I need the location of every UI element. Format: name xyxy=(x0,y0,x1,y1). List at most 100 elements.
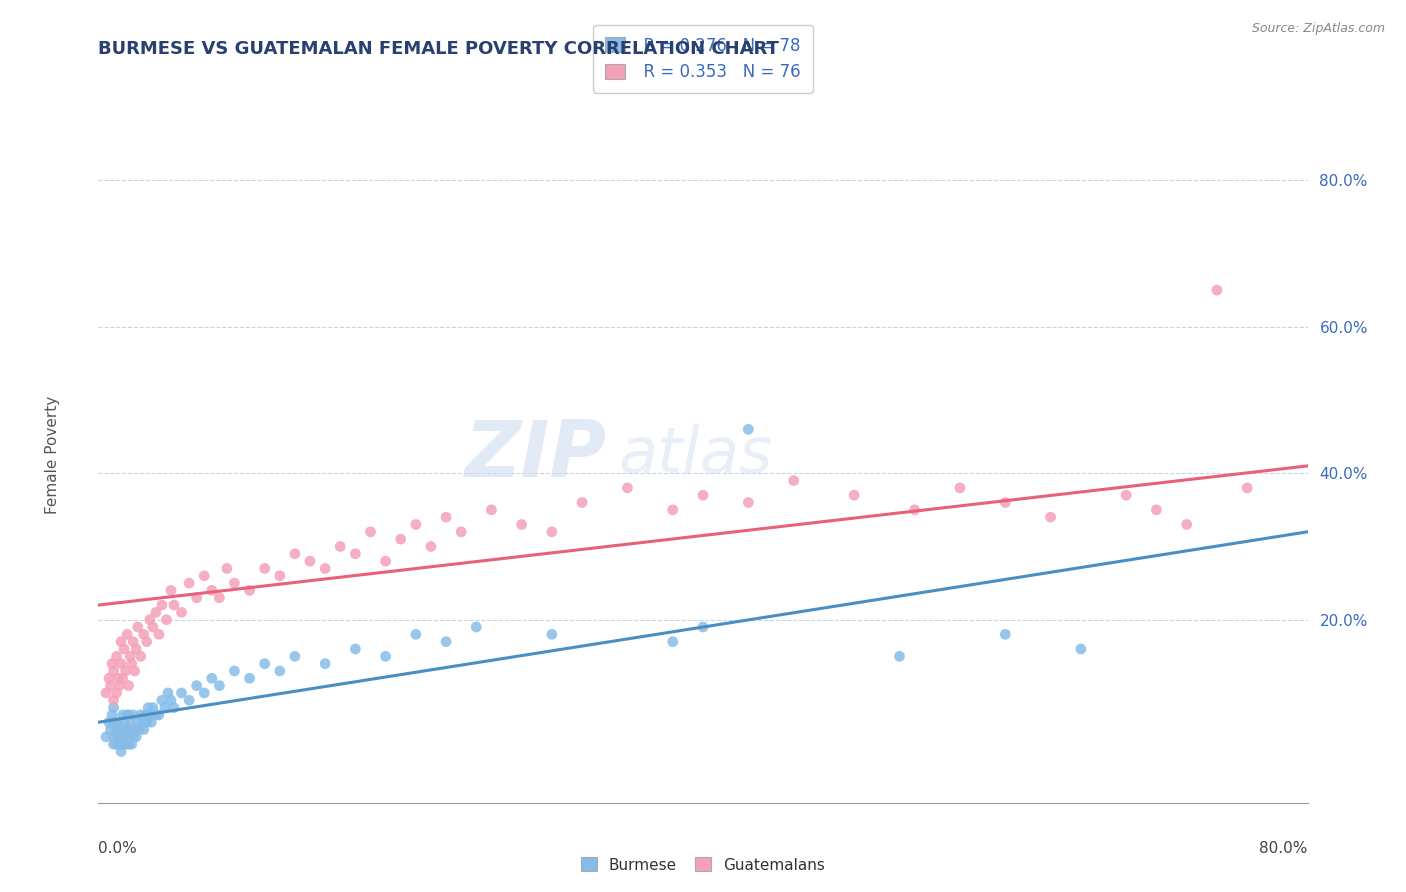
Point xyxy=(114,737,136,751)
Point xyxy=(127,620,149,634)
Point xyxy=(193,686,215,700)
Point xyxy=(1236,481,1258,495)
Point xyxy=(107,715,129,730)
Point xyxy=(118,707,141,722)
Point xyxy=(105,649,128,664)
Point xyxy=(114,664,136,678)
Text: 80.0%: 80.0% xyxy=(1260,841,1308,856)
Point xyxy=(134,707,156,722)
Point xyxy=(98,671,121,685)
Point xyxy=(148,707,170,722)
Point xyxy=(128,723,150,737)
Point xyxy=(141,715,163,730)
Point xyxy=(737,422,759,436)
Point xyxy=(145,707,167,722)
Point xyxy=(540,524,562,539)
Point xyxy=(155,613,177,627)
Point xyxy=(239,671,262,685)
Point xyxy=(153,700,176,714)
Point xyxy=(120,715,142,730)
Point xyxy=(100,723,122,737)
Point xyxy=(108,737,131,751)
Point xyxy=(115,730,138,744)
Point xyxy=(120,649,142,664)
Point xyxy=(107,730,129,744)
Point xyxy=(662,503,685,517)
Point xyxy=(142,700,165,714)
Point xyxy=(540,627,562,641)
Point xyxy=(121,657,143,671)
Point xyxy=(110,730,132,744)
Point xyxy=(142,620,165,634)
Point xyxy=(737,495,759,509)
Point xyxy=(108,723,131,737)
Point xyxy=(135,634,157,648)
Point xyxy=(129,707,152,722)
Point xyxy=(111,723,134,737)
Point xyxy=(150,598,173,612)
Point xyxy=(105,723,128,737)
Point xyxy=(115,707,138,722)
Point xyxy=(115,627,138,641)
Point xyxy=(103,700,125,714)
Point xyxy=(434,510,457,524)
Point xyxy=(110,745,132,759)
Text: Female Poverty: Female Poverty xyxy=(45,396,60,514)
Point xyxy=(121,723,143,737)
Point xyxy=(170,686,193,700)
Point xyxy=(208,679,231,693)
Point xyxy=(224,576,246,591)
Point xyxy=(215,561,238,575)
Point xyxy=(208,591,231,605)
Point xyxy=(783,474,806,488)
Point xyxy=(1115,488,1137,502)
Point xyxy=(101,707,124,722)
Point xyxy=(616,481,638,495)
Point xyxy=(103,737,125,751)
Point xyxy=(994,495,1017,509)
Point xyxy=(132,723,155,737)
Point xyxy=(118,679,141,693)
Point xyxy=(269,568,291,582)
Point xyxy=(239,583,262,598)
Point xyxy=(284,649,307,664)
Point xyxy=(949,481,972,495)
Point xyxy=(224,664,246,678)
Point xyxy=(145,606,167,620)
Point xyxy=(156,686,179,700)
Point xyxy=(1206,283,1229,297)
Point xyxy=(389,532,412,546)
Point xyxy=(105,686,128,700)
Point xyxy=(111,737,134,751)
Point xyxy=(107,671,129,685)
Point xyxy=(135,715,157,730)
Point xyxy=(201,671,224,685)
Point xyxy=(148,627,170,641)
Point xyxy=(114,723,136,737)
Point xyxy=(889,649,911,664)
Point xyxy=(193,568,215,582)
Text: 0.0%: 0.0% xyxy=(98,841,138,856)
Point xyxy=(1039,510,1062,524)
Point xyxy=(904,503,927,517)
Point xyxy=(94,730,117,744)
Legend: Burmese, Guatemalans: Burmese, Guatemalans xyxy=(575,851,831,879)
Point xyxy=(103,664,125,678)
Point xyxy=(571,495,593,509)
Point xyxy=(136,700,159,714)
Point xyxy=(1144,503,1167,517)
Point xyxy=(125,730,148,744)
Point xyxy=(374,554,396,568)
Point xyxy=(160,693,183,707)
Point xyxy=(170,606,193,620)
Point xyxy=(186,679,208,693)
Point xyxy=(108,679,131,693)
Point xyxy=(139,613,162,627)
Point xyxy=(344,547,367,561)
Point xyxy=(129,649,152,664)
Point xyxy=(111,671,134,685)
Point xyxy=(662,634,685,648)
Point xyxy=(120,730,142,744)
Point xyxy=(94,686,117,700)
Point xyxy=(112,642,135,657)
